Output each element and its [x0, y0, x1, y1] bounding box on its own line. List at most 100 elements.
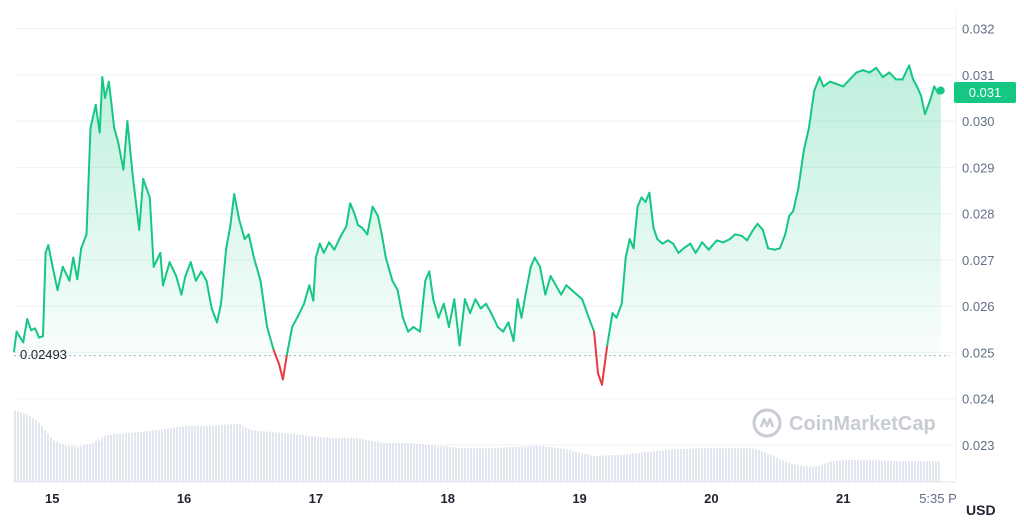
volume-bar [677, 449, 679, 482]
volume-bar [512, 446, 514, 482]
volume-bar [65, 445, 67, 482]
price-line-segment [802, 127, 810, 153]
price-line-segment [117, 140, 125, 171]
volume-bar [260, 430, 262, 482]
price-line-segment [148, 196, 155, 268]
volume-bar [110, 434, 112, 482]
price-tag-background [954, 82, 1016, 103]
volume-bar [719, 448, 721, 482]
volume-bar [167, 428, 169, 482]
volume-bar [26, 414, 28, 482]
price-line-segment [701, 241, 710, 251]
volume-bar [38, 422, 40, 482]
y-tick-label: 0.024 [962, 392, 995, 407]
price-line-segment [272, 349, 280, 365]
price-line-segment [229, 193, 236, 228]
volume-bar [785, 461, 787, 482]
price-line-segment [216, 302, 222, 324]
volume-bar [323, 437, 325, 482]
volume-bar [74, 446, 76, 482]
volume-bar [83, 445, 85, 482]
volume-bar [698, 448, 700, 482]
volume-bar [14, 410, 16, 482]
volume-bar [50, 437, 52, 482]
volume-bar [548, 446, 550, 482]
volume-bar [704, 448, 706, 482]
volume-bar [755, 449, 757, 482]
price-line-segment [788, 210, 795, 217]
volume-bar [773, 456, 775, 482]
price-line-segment [68, 256, 75, 282]
volume-bar [530, 446, 532, 482]
price-line-segment [707, 239, 718, 251]
price-line-segment [278, 363, 284, 381]
price-line-segment [778, 233, 787, 250]
x-tick-label: 21 [836, 491, 850, 506]
price-line-segment [448, 298, 456, 328]
volume-bar [392, 443, 394, 482]
price-line-segment [901, 64, 911, 81]
volume-bar [803, 466, 805, 482]
volume-bar [287, 433, 289, 482]
volume-bar [296, 434, 298, 482]
price-line-segment [606, 312, 614, 347]
price-line-segment [539, 265, 547, 296]
price-line-segment [225, 225, 232, 250]
volume-bar [335, 437, 337, 482]
volume-bar [194, 426, 196, 482]
volume-bar [824, 463, 826, 482]
volume-bar [86, 444, 88, 482]
price-line-segment [929, 85, 936, 102]
price-line-segment [34, 327, 40, 339]
volume-bar [233, 423, 235, 482]
volume-bar [29, 416, 31, 482]
volume-bar [299, 434, 301, 482]
volume-bar [419, 444, 421, 482]
price-line-segment [728, 233, 737, 241]
volume-bar [851, 459, 853, 482]
volume-bar [524, 446, 526, 482]
volume-bar [179, 426, 181, 482]
volume-bar [857, 459, 859, 482]
volume-bar [842, 460, 844, 482]
price-line-segment [322, 241, 331, 254]
volume-bar [482, 448, 484, 482]
volume-bar [92, 442, 94, 482]
volume-bar [329, 437, 331, 482]
price-line-segment [689, 242, 697, 254]
price-line-segment [756, 222, 764, 231]
volume-bar [494, 447, 496, 482]
volume-bar [77, 446, 79, 482]
volume-bar [887, 460, 889, 482]
volume-bar [911, 461, 913, 482]
volume-bar [398, 443, 400, 482]
volume-bar [680, 449, 682, 482]
volume-bar [470, 448, 472, 482]
price-line-segment [507, 321, 515, 342]
volume-bar [122, 433, 124, 482]
price-line-segment [848, 71, 858, 81]
volume-bar [692, 448, 694, 482]
volume-bar [101, 437, 103, 482]
volume-bar [140, 431, 142, 482]
volume-bar [434, 445, 436, 482]
volume-bar [320, 436, 322, 482]
volume-bar [362, 439, 364, 482]
price-line-segment [76, 247, 83, 281]
volume-bar [170, 428, 172, 482]
volume-bar [728, 448, 730, 482]
volume-bar [386, 443, 388, 482]
price-line-segment [51, 263, 59, 291]
volume-bar [485, 448, 487, 482]
volume-bar [185, 426, 187, 482]
price-line-segment [238, 219, 246, 241]
volume-bar [365, 439, 367, 482]
volume-bar [539, 445, 541, 482]
price-area-fill [14, 65, 941, 385]
volume-bar [506, 447, 508, 482]
volume-bar [224, 424, 226, 482]
volume-bar [614, 454, 616, 482]
price-line-segment [677, 247, 685, 254]
volume-bar [644, 452, 646, 482]
price-line-segment [587, 316, 596, 333]
